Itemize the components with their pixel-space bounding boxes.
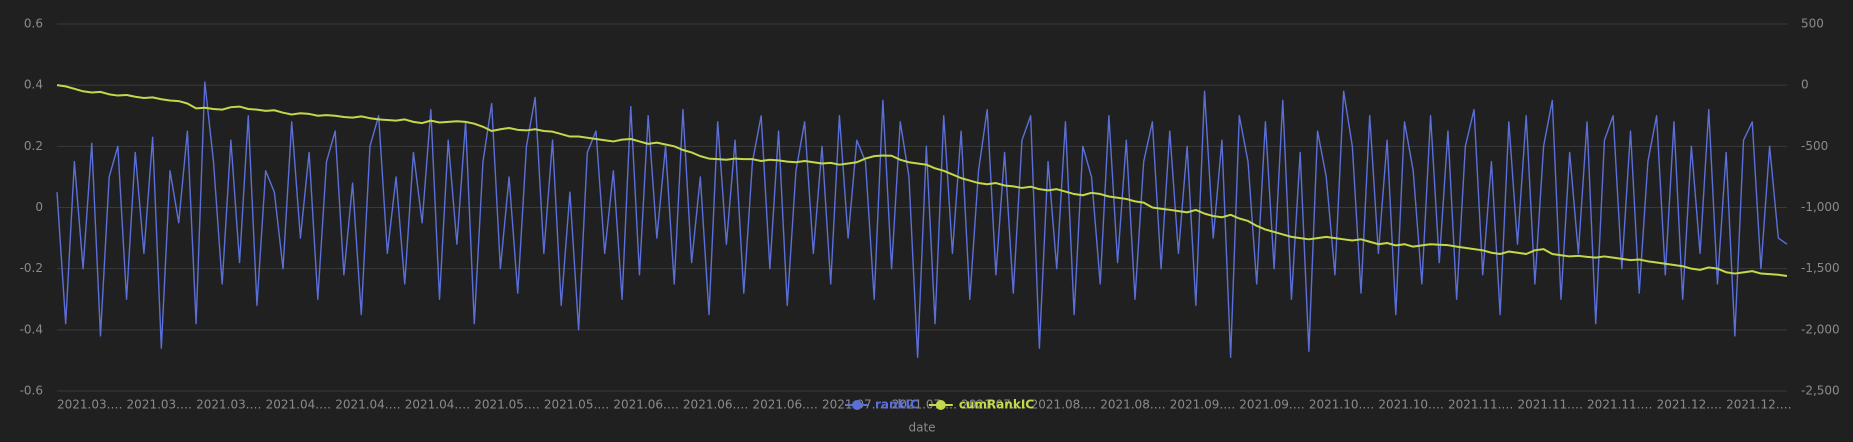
legend-label: rankIC [875,398,919,412]
y2-tick-label: -1,500 [1801,261,1840,275]
series-line [56,84,1788,278]
legend: rankIC cumRankIC [845,398,1034,412]
x-tick-label: 2021.11.… [1518,398,1583,412]
series-line [56,81,1788,359]
y2-tick-label: -2,500 [1801,384,1840,398]
x-tick-label: 2021.07.… [961,398,1026,412]
x-tick-label: 2021.04.… [266,398,331,412]
y2-tick-label: -500 [1801,139,1828,153]
x-tick-label: 2021.04.… [335,398,400,412]
x-tick-label: 2021.04.… [405,398,470,412]
x-tick-label: 2021.10.… [1378,398,1443,412]
x-tick-label: 2021.05.… [474,398,539,412]
x-tick-label: 2021.12.… [1657,398,1722,412]
y-tick-label: -0.6 [20,384,43,398]
y2-tick-label: 0 [1801,78,1809,92]
y-tick-label: 0.6 [24,17,43,31]
x-tick-label: 2021.06.… [683,398,748,412]
x-tick-label: 2021.09.… [1239,398,1304,412]
y-tick-label: 0.4 [24,78,43,92]
legend-marker [935,400,946,410]
x-axis-label: date [908,421,935,435]
x-tick-label: 2021.03.… [127,398,192,412]
legend-item[interactable]: cumRankIC [928,398,1034,412]
x-tick-label: 2021.08.… [1031,398,1096,412]
y-tick-label: 0 [35,200,43,214]
y-tick-label: -0.2 [20,261,43,275]
y-tick-label: -0.4 [20,322,43,336]
x-tick-label: 2021.08.… [1100,398,1165,412]
x-tick-label: 2021.05.… [544,398,609,412]
legend-item[interactable]: rankIC [845,398,919,412]
legend-marker [852,400,862,410]
x-tick-label: 2021.10.… [1309,398,1374,412]
x-tick-label: 2021.06.… [613,398,678,412]
x-tick-label: 2021.11.… [1448,398,1513,412]
legend-label: cumRankIC [959,398,1034,412]
x-tick-label: 2021.06.… [752,398,817,412]
x-tick-label: 2021.03.… [196,398,261,412]
x-tick-label: 2021.09.… [1170,398,1235,412]
x-tick-label: 2021.12.… [1726,398,1791,412]
y2-tick-label: 500 [1801,17,1824,31]
x-tick-label: 2021.11.… [1587,398,1652,412]
x-tick-label: 2021.03.… [57,398,122,412]
y2-tick-label: -1,000 [1801,200,1840,214]
y-tick-label: 0.2 [24,139,43,153]
y2-tick-label: -2,000 [1801,322,1840,336]
